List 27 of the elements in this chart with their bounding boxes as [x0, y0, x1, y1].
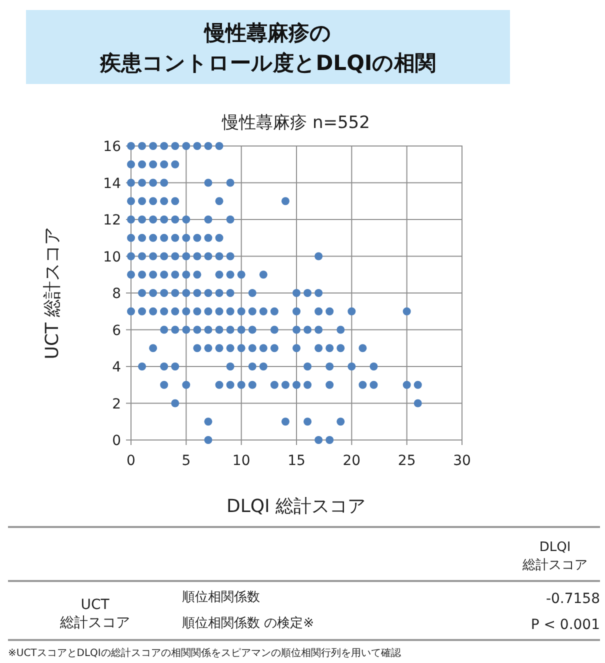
text: -0.7158 [546, 591, 600, 607]
y-tick-label: 8 [112, 286, 121, 302]
x-tick-label: 25 [398, 453, 416, 469]
text: UCT 総計スコア [59, 597, 130, 631]
text: 順位相関係数 [182, 590, 260, 605]
y-tick-label: 2 [112, 396, 121, 412]
text: DLQI 総計スコア [522, 540, 588, 573]
chart-subtitle: 慢性蕁麻疹 n=552 [221, 113, 370, 133]
y-tick-label: 10 [103, 249, 121, 266]
x-tick-label: 0 [126, 453, 136, 469]
y-tick-label: 6 [112, 322, 122, 339]
x-tick-label: 30 [453, 453, 471, 469]
x-tick-label: 5 [182, 453, 191, 469]
chart-title: 慢性蕁麻疹の疾患コントロール度とDLQIの相関 [98, 21, 436, 75]
x-tick-label: 10 [232, 453, 250, 469]
y-tick-label: 14 [103, 176, 122, 192]
text: ※UCTスコアとDLQIの総計スコアの相関関係をスピアマンの順位相関行列を用いて確認 [8, 647, 401, 659]
y-tick-label: 12 [103, 212, 121, 228]
x-tick-label: 15 [288, 453, 306, 469]
text: 順位相関係数 の検定※ [182, 616, 314, 631]
y-tick-label: 0 [112, 433, 121, 449]
x-axis-title: DLQI 総計スコア [226, 496, 366, 517]
x-tick-label: 20 [342, 453, 361, 469]
y-tick-label: 16 [103, 139, 122, 155]
y-axis-title: UCT 総計スコア [42, 226, 63, 360]
y-tick-label: 4 [112, 360, 122, 376]
text: P < 0.001 [530, 617, 600, 633]
